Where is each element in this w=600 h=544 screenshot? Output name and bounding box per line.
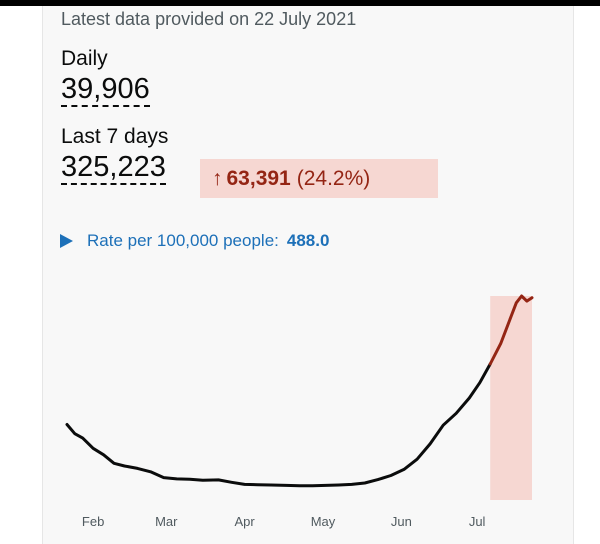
daily-value[interactable]: 39,906	[61, 73, 150, 107]
daily-label: Daily	[61, 47, 108, 70]
seven-day-label: Last 7 days	[61, 125, 169, 148]
x-tick-label: Jun	[391, 514, 412, 529]
latest-data-text: Latest data provided on 22 July 2021	[61, 9, 357, 29]
x-tick-label: Apr	[235, 514, 256, 529]
change-badge: ↑ 63,391 (24.2%)	[200, 159, 438, 198]
x-tick-label: Mar	[155, 514, 178, 529]
series-line	[65, 362, 492, 488]
summary-card	[42, 6, 574, 544]
top-status-bar	[0, 0, 600, 6]
x-tick-label: Feb	[82, 514, 104, 529]
rate-disclosure-toggle[interactable]: Rate per 100,000 people: 488.0	[60, 229, 329, 253]
x-tick-label: May	[311, 514, 336, 529]
rate-label: Rate per 100,000 people:	[87, 231, 279, 250]
arrow-up-icon: ↑	[212, 166, 223, 190]
x-tick-label: Jul	[469, 514, 486, 529]
seven-day-value[interactable]: 325,223	[61, 151, 166, 185]
series-line-highlight	[488, 294, 534, 366]
last-7-days-highlight	[490, 296, 532, 500]
cases-line-chart: Feb Mar Apr May Jun Jul	[65, 294, 534, 529]
change-value: 63,391	[226, 166, 291, 190]
triangle-right-icon	[60, 234, 73, 248]
change-percent: (24.2%)	[296, 166, 371, 190]
rate-value: 488.0	[286, 231, 330, 250]
